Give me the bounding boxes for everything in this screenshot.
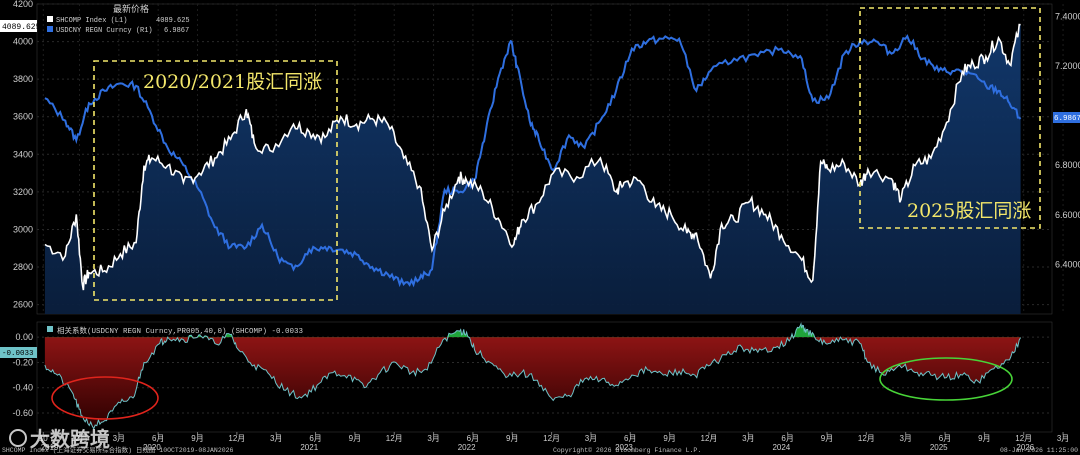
left-tick-label: 2600: [13, 300, 33, 310]
year-label: 2021: [300, 443, 318, 452]
legend-swatch-shcomp: [47, 16, 53, 22]
annotation-2025: 2025股汇同涨: [907, 200, 1031, 222]
month-label: 6月: [781, 434, 793, 443]
year-label: 2024: [772, 443, 790, 452]
month-label: 12月: [71, 434, 88, 443]
corr-tick-label: 0.00: [15, 332, 33, 342]
footer-center: Copyright© 2026 Bloomberg Finance L.P.: [553, 446, 701, 454]
month-label: 12月: [543, 434, 560, 443]
year-label: 2025: [930, 443, 948, 452]
correlation-line: [44, 322, 1022, 430]
right-tick-label: 7.4000: [1055, 11, 1080, 21]
month-label: 9月: [191, 434, 203, 443]
left-tick-label: 3200: [13, 187, 33, 197]
shcomp-series-line: [44, 23, 1021, 291]
month-label: 3月: [899, 434, 911, 443]
month-label: 9月: [821, 434, 833, 443]
month-label: 9月: [506, 434, 518, 443]
month-label: 10: [39, 434, 48, 443]
left-tick-label: 2800: [13, 262, 33, 272]
year-label: 2020: [143, 443, 161, 452]
right-tick-label: 6.8000: [1055, 160, 1080, 170]
month-label: 9月: [978, 434, 990, 443]
month-label: 6月: [467, 434, 479, 443]
month-label: 3月: [742, 434, 754, 443]
annotation-box-2025: [859, 7, 1041, 229]
month-label: 12月: [386, 434, 403, 443]
right-last-value: 6.9867: [1054, 115, 1080, 123]
legend-value-shcomp: 4089.625: [156, 17, 190, 25]
highlight-ellipse-2025: [879, 357, 1013, 401]
year-label: 2026: [1016, 443, 1034, 452]
month-label: 6月: [309, 434, 321, 443]
month-label: 12月: [858, 434, 875, 443]
corr-last-tag: [0, 347, 37, 358]
month-label: 9月: [349, 434, 361, 443]
right-tick-label: 7.2000: [1055, 61, 1080, 71]
month-label: 3月: [427, 434, 439, 443]
shcomp-area: [44, 24, 1021, 314]
month-label: 12月: [701, 434, 718, 443]
year-label: 2019: [41, 443, 59, 452]
watermark-logo-icon: [9, 429, 27, 447]
legend-swatch-usdcny: [47, 26, 53, 32]
left-tick-label: 3000: [13, 224, 33, 234]
month-label: 9月: [663, 434, 675, 443]
month-label: 6月: [152, 434, 164, 443]
left-tick-label: 4200: [13, 0, 33, 9]
month-label: 12月: [228, 434, 245, 443]
annotation-2020-2021: 2020/2021股汇同涨: [143, 71, 322, 93]
year-label: 2023: [615, 443, 633, 452]
usdcny-series-line: [44, 34, 1022, 288]
left-tick-label: 3600: [13, 112, 33, 122]
month-label: 3月: [1057, 434, 1069, 443]
month-label: 3月: [270, 434, 282, 443]
left-tick-label: 3800: [13, 74, 33, 84]
left-last-tag: [0, 20, 37, 32]
corr-legend-swatch: [47, 326, 53, 332]
right-tick-label: 6.4000: [1055, 259, 1080, 269]
watermark-text: 大数跨境: [30, 427, 110, 451]
month-label: 12月: [1015, 434, 1032, 443]
year-label: 2022: [458, 443, 476, 452]
correlation-negative-fill: [44, 337, 1021, 429]
highlight-ellipse-2020: [51, 376, 159, 420]
x-axis: 10 12月 3月 6月 9月 12月 3月 6月 9月 12月 3月 6月 9月 12月 3月 6月 9月 12…: [39, 432, 1069, 452]
corr-tick-label: -0.60: [12, 408, 33, 418]
legend-item-usdcny: USDCNY REGN Curncy (R1): [56, 27, 153, 35]
correlation-axis: 0.00 -0.20 -0.40 -0.60: [12, 332, 33, 418]
footer-left: SHCOMP Index (上海证券交易所综合指数) 日线图 10OCT2019…: [2, 445, 234, 454]
left-last-value: 4089.625: [2, 23, 41, 32]
month-label: 3月: [585, 434, 597, 443]
left-axis: 2600 2800 3000 3200 3400 3600 3800 4000 4200: [13, 0, 33, 310]
corr-tick-label: -0.20: [12, 357, 33, 367]
legend-item-shcomp: SHCOMP Index (L1): [56, 17, 127, 25]
left-tick-label: 3400: [13, 149, 33, 159]
right-last-tag: [1053, 112, 1080, 123]
right-tick-label: 6.6000: [1055, 210, 1080, 220]
legend-header: 最新价格: [113, 3, 149, 14]
month-label: 6月: [624, 434, 636, 443]
corr-last-value: -0.0033: [2, 350, 34, 358]
annotation-box-2020-2021: [93, 60, 338, 301]
left-tick-label: 4000: [13, 37, 33, 47]
month-label: 6月: [939, 434, 951, 443]
corr-tick-label: -0.40: [12, 383, 33, 393]
footer-right: 08-Jan-2026 11:25:00: [1000, 447, 1078, 454]
month-label: 3月: [113, 434, 125, 443]
corr-legend: 相关系数(USDCNY REGN Curncy,PR005,40,0) (SHC…: [57, 325, 304, 336]
legend-value-usdcny: 6.9867: [164, 27, 189, 35]
